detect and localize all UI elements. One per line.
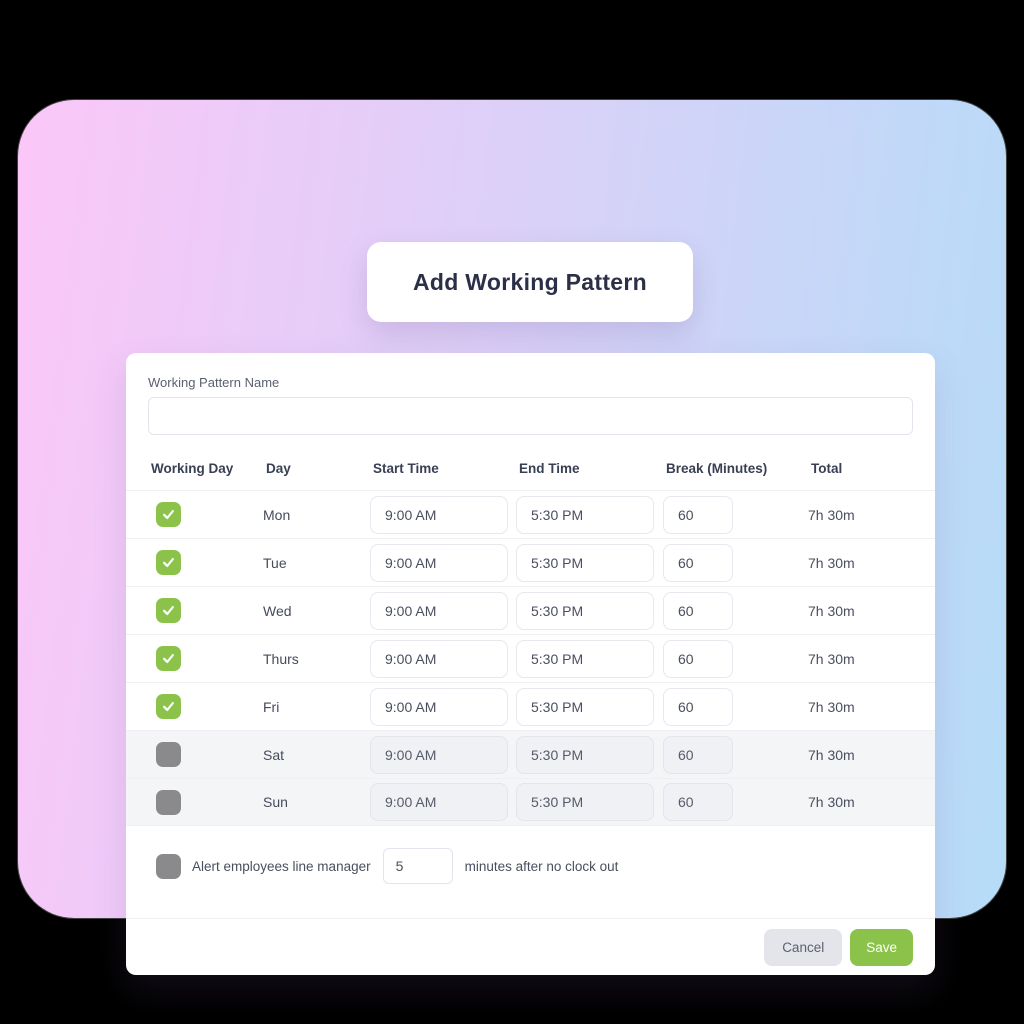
start-time-input[interactable] <box>370 639 508 678</box>
end-time-input[interactable] <box>516 687 654 726</box>
working-day-checkbox[interactable] <box>156 550 181 575</box>
checkmark-icon <box>163 606 174 615</box>
break-minutes-input[interactable] <box>663 495 733 534</box>
table-header-row: Working Day Day Start Time End Time Brea… <box>148 461 913 490</box>
total-label: 7h 30m <box>808 698 855 715</box>
working-day-checkbox[interactable] <box>156 646 181 671</box>
header-end-time: End Time <box>519 461 580 476</box>
end-time-input[interactable] <box>516 495 654 534</box>
table-rows: Mon 7h 30m Tue 7h 30m Wed <box>126 490 935 826</box>
alert-setting-row: Alert employees line manager minutes aft… <box>148 848 913 884</box>
start-time-input[interactable] <box>370 543 508 582</box>
checkmark-icon <box>163 558 174 567</box>
table-row: Sat 7h 30m <box>126 730 935 778</box>
table-row: Tue 7h 30m <box>126 538 935 586</box>
break-minutes-input[interactable] <box>663 639 733 678</box>
break-minutes-input[interactable] <box>663 543 733 582</box>
end-time-input[interactable] <box>516 543 654 582</box>
checkmark-icon <box>163 702 174 711</box>
table-row: Wed 7h 30m <box>126 586 935 634</box>
header-total: Total <box>811 461 843 476</box>
save-button[interactable]: Save <box>850 928 913 966</box>
total-label: 7h 30m <box>808 554 855 571</box>
start-time-input[interactable] <box>370 783 508 821</box>
form-footer: Cancel Save <box>126 918 935 975</box>
total-label: 7h 30m <box>808 602 855 619</box>
checkmark-icon <box>163 654 174 663</box>
start-time-input[interactable] <box>370 591 508 630</box>
working-days-table: Working Day Day Start Time End Time Brea… <box>126 461 935 826</box>
working-pattern-name-input[interactable] <box>148 397 913 435</box>
total-label: 7h 30m <box>808 650 855 667</box>
break-minutes-input[interactable] <box>663 687 733 726</box>
checkmark-icon <box>163 510 174 519</box>
alert-label-after: minutes after no clock out <box>464 858 619 874</box>
break-minutes-input[interactable] <box>663 735 733 774</box>
end-time-input[interactable] <box>516 735 654 774</box>
working-day-checkbox[interactable] <box>156 598 181 623</box>
day-label: Mon <box>263 506 291 523</box>
alert-checkbox[interactable] <box>156 853 181 879</box>
working-day-checkbox[interactable] <box>156 742 181 767</box>
break-minutes-input[interactable] <box>663 783 733 821</box>
day-label: Sat <box>263 746 285 763</box>
table-row: Thurs 7h 30m <box>126 634 935 682</box>
total-label: 7h 30m <box>808 506 855 523</box>
header-start-time: Start Time <box>373 461 439 476</box>
working-day-checkbox[interactable] <box>156 502 181 527</box>
header-day: Day <box>266 461 291 476</box>
table-row: Sun 7h 30m <box>126 778 935 826</box>
end-time-input[interactable] <box>516 591 654 630</box>
day-label: Thurs <box>263 650 299 667</box>
working-pattern-name-label: Working Pattern Name <box>148 375 280 390</box>
start-time-input[interactable] <box>370 735 508 774</box>
gradient-backdrop: Add Working Pattern Working Pattern Name… <box>18 100 1006 975</box>
alert-label-before: Alert employees line manager <box>192 858 371 874</box>
start-time-input[interactable] <box>370 687 508 726</box>
table-row: Mon 7h 30m <box>126 490 935 538</box>
total-label: 7h 30m <box>808 746 855 763</box>
alert-minutes-input[interactable] <box>382 848 453 884</box>
end-time-input[interactable] <box>516 783 654 821</box>
start-time-input[interactable] <box>370 495 508 534</box>
day-label: Wed <box>263 602 292 619</box>
end-time-input[interactable] <box>516 639 654 678</box>
day-label: Fri <box>263 698 280 715</box>
table-row: Fri 7h 30m <box>126 682 935 730</box>
form-body: Working Pattern Name Working Day Day Sta… <box>126 353 935 918</box>
break-minutes-input[interactable] <box>663 591 733 630</box>
day-label: Sun <box>263 794 288 810</box>
cancel-button[interactable]: Cancel <box>764 928 843 966</box>
page-title: Add Working Pattern <box>412 268 647 295</box>
header-break-minutes: Break (Minutes) <box>666 461 768 476</box>
working-day-checkbox[interactable] <box>156 694 181 719</box>
day-label: Tue <box>263 554 287 571</box>
total-label: 7h 30m <box>808 794 855 810</box>
header-working-day: Working Day <box>151 461 234 476</box>
dialog-title-box: Add Working Pattern <box>367 242 693 322</box>
working-day-checkbox[interactable] <box>156 789 181 815</box>
working-pattern-form-card: Working Pattern Name Working Day Day Sta… <box>126 353 935 975</box>
